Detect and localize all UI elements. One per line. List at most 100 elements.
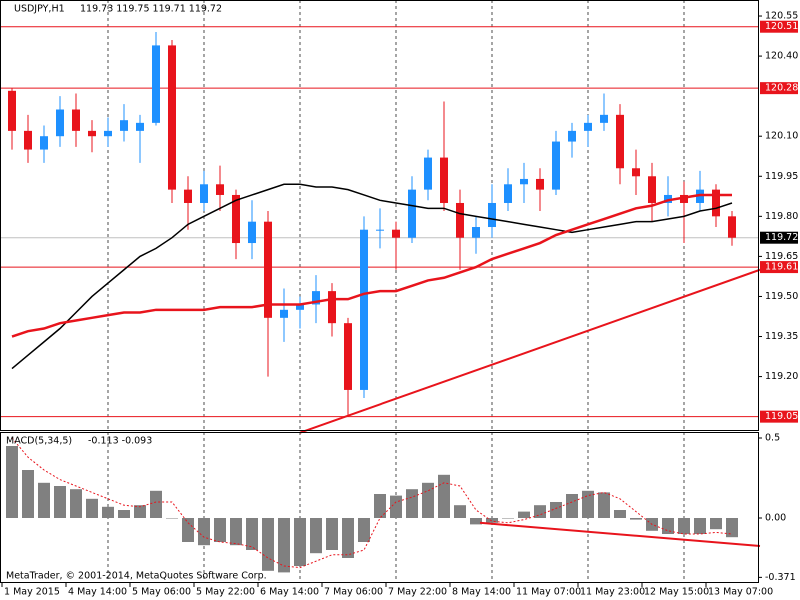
- x-tick-label: 12 May 15:00: [644, 587, 709, 598]
- macd-bar: [118, 510, 130, 518]
- candle-body: [360, 229, 368, 390]
- candle-body: [344, 323, 352, 390]
- y-tick-label: 0.5: [765, 433, 780, 444]
- candle-body: [712, 189, 720, 217]
- candle-body: [232, 194, 240, 244]
- quote: 119.73 119.75 119.71 119.72: [80, 4, 222, 15]
- macd-bar: [550, 502, 562, 518]
- candle-body: [88, 130, 96, 137]
- macd-bar: [518, 511, 530, 518]
- macd-bar: [22, 470, 34, 518]
- candle-body: [264, 221, 272, 318]
- macd-bar: [486, 518, 498, 523]
- x-tick-label: 1 May 2015: [4, 587, 60, 598]
- y-tick-label: -0.371: [765, 572, 796, 583]
- trendline: [299, 268, 761, 434]
- macd-bar: [198, 518, 210, 546]
- candle-body: [296, 304, 304, 310]
- y-tick-label: 119.65: [765, 251, 798, 262]
- macd-bar: [278, 518, 290, 573]
- y-tick-label: 120.40: [765, 51, 798, 62]
- y-tick-label: 119.50: [765, 291, 798, 302]
- candle-body: [584, 122, 592, 131]
- signal-line: [11, 437, 733, 569]
- candle-body: [504, 184, 512, 203]
- candle-body: [104, 130, 112, 137]
- price-tag-label: 120.51: [765, 21, 798, 32]
- candle-body: [152, 45, 160, 123]
- moving-average: [11, 193, 732, 338]
- macd-bar: [182, 518, 194, 542]
- candle-body: [280, 309, 288, 318]
- price-tag-label: 119.61: [765, 262, 798, 273]
- candle-body: [184, 189, 192, 203]
- candle-body: [600, 114, 608, 123]
- candle-body: [40, 136, 48, 150]
- macd-quote: -0.113 -0.093: [88, 436, 152, 447]
- macd-bar: [726, 518, 738, 538]
- macd-bar: [6, 446, 18, 518]
- y-tick-label: 120.55: [765, 11, 798, 22]
- macd-bar: [470, 518, 482, 525]
- candle-body: [392, 229, 400, 238]
- price-tag: [760, 20, 798, 33]
- macd-bar: [230, 518, 242, 546]
- candle-body: [616, 114, 624, 169]
- candle-body: [424, 157, 432, 190]
- macd-bar: [246, 518, 258, 550]
- y-tick-label: 119.95: [765, 171, 798, 182]
- macd-bar: [358, 518, 370, 542]
- candle-body: [552, 141, 560, 190]
- candle-body: [136, 122, 144, 131]
- x-tick-label: 13 May 07:00: [708, 587, 773, 598]
- x-tick-label: 5 May 06:00: [132, 587, 191, 598]
- macd-frame: [0, 432, 759, 583]
- macd-bar: [662, 518, 674, 534]
- candle-body: [568, 130, 576, 142]
- x-tick-label: 4 May 14:00: [68, 587, 127, 598]
- candle-body: [216, 184, 224, 195]
- candle-body: [488, 202, 496, 228]
- candle-body: [328, 291, 336, 324]
- macd-bar: [630, 518, 642, 520]
- x-tick-label: 7 May 22:00: [388, 587, 447, 598]
- macd-title: MACD(5,34,5): [6, 436, 72, 447]
- macd-bar: [294, 518, 306, 566]
- macd-bar: [262, 518, 274, 571]
- x-tick-label: 5 May 22:00: [196, 587, 255, 598]
- candle-body: [456, 202, 464, 238]
- candle-body: [440, 157, 448, 203]
- candle-body: [728, 216, 736, 238]
- price-tag: [760, 261, 798, 274]
- macd-bar: [86, 498, 98, 518]
- macd-bar: [342, 518, 354, 558]
- macd-bar: [406, 489, 418, 518]
- macd-bar: [326, 518, 338, 550]
- macd-bar: [502, 518, 514, 519]
- macd-bar: [582, 490, 594, 518]
- macd-bar: [38, 482, 50, 518]
- candle-body: [472, 227, 480, 238]
- x-tick-label: 8 May 14:00: [452, 587, 511, 598]
- macd-bar: [614, 510, 626, 518]
- macd-bar: [598, 492, 610, 518]
- macd-bar: [694, 518, 706, 534]
- current-price-tag: [760, 231, 798, 244]
- price-tag: [760, 82, 798, 95]
- footer: MetaTrader, © 2001-2014, MetaQuotes Soft…: [6, 571, 267, 582]
- candle-body: [120, 120, 128, 131]
- price-tag-label: 120.28: [765, 83, 798, 94]
- price-tag: [760, 410, 798, 423]
- macd-bar: [534, 505, 546, 518]
- candle-body: [680, 194, 688, 203]
- macd-bar: [678, 518, 690, 534]
- candle-body: [200, 184, 208, 203]
- candle-body: [8, 90, 16, 131]
- macd-bar: [390, 495, 402, 518]
- macd-bar: [310, 518, 322, 554]
- price-tag-label: 119.05: [765, 411, 798, 422]
- macd-trendline: [479, 521, 761, 547]
- macd-bar: [438, 474, 450, 518]
- y-tick-label: 120.10: [765, 131, 798, 142]
- y-tick-label: 119.20: [765, 371, 798, 382]
